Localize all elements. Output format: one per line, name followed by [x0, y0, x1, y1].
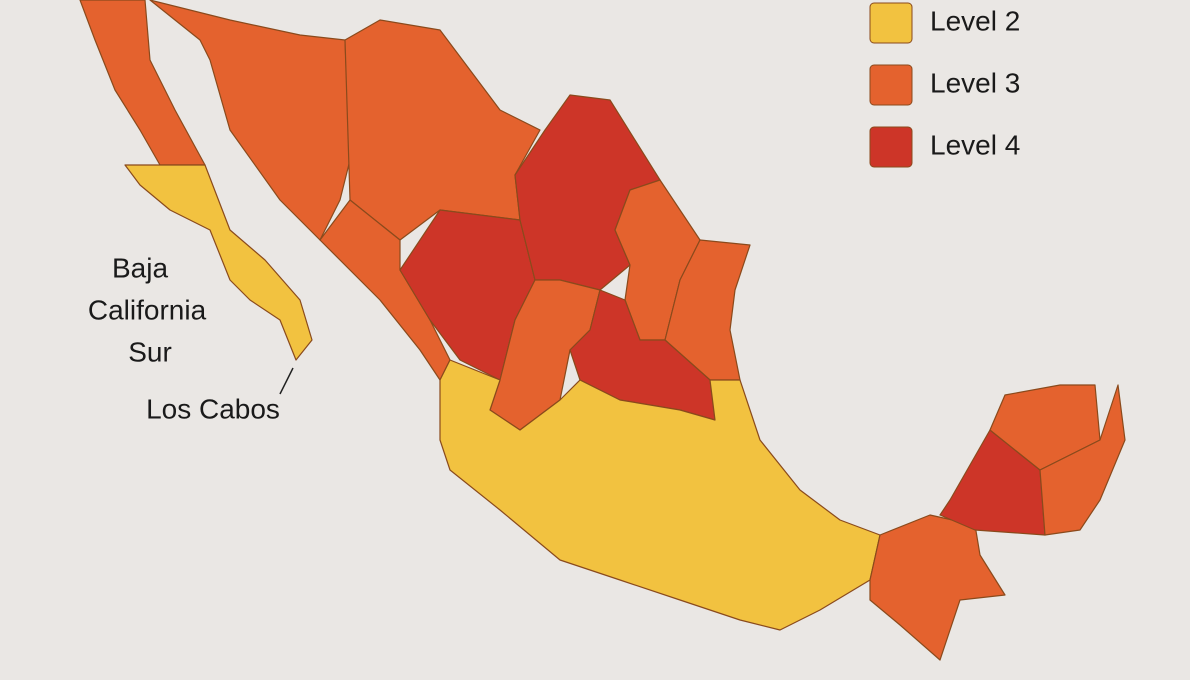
regions [79, 0, 1126, 661]
legend-swatch [869, 2, 913, 44]
region [1039, 384, 1126, 536]
legend-swatch [869, 126, 913, 168]
legend: Level 2 Level 3 Level 4 [869, 2, 1020, 168]
region [124, 164, 313, 361]
city-label: Los Cabos [146, 393, 280, 424]
region [149, 0, 351, 241]
state-label: Sur [128, 336, 172, 367]
leader-line [279, 367, 294, 395]
legend-label: Level 3 [930, 67, 1020, 98]
region [439, 359, 881, 631]
state-label: California [88, 294, 207, 325]
legend-swatch [869, 64, 913, 106]
region [319, 199, 451, 381]
state-label: Baja [112, 252, 168, 283]
legend-label: Level 4 [930, 129, 1020, 160]
legend-label: Level 2 [930, 5, 1020, 36]
